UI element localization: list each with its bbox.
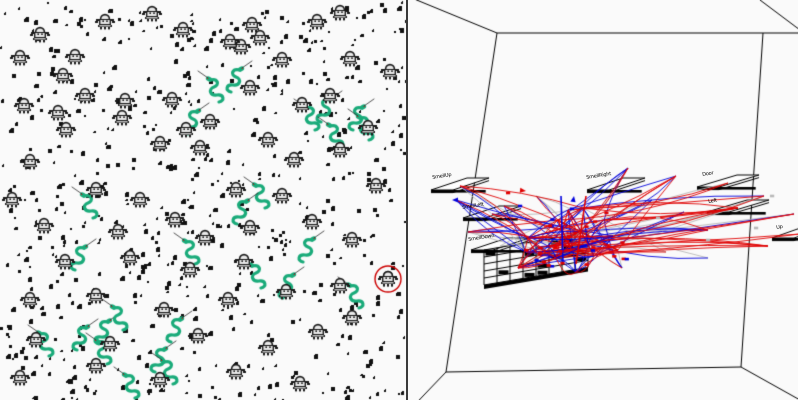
world-canvas[interactable] xyxy=(0,0,408,400)
world-view-panel[interactable] xyxy=(0,0,408,400)
panel-divider xyxy=(406,0,408,400)
brain-canvas[interactable] xyxy=(408,0,798,400)
brain-network-panel[interactable]: SmellUp SmellLeft SmellRight SmellDown Door L… xyxy=(408,0,798,400)
layer-label-up: Up xyxy=(775,224,784,231)
